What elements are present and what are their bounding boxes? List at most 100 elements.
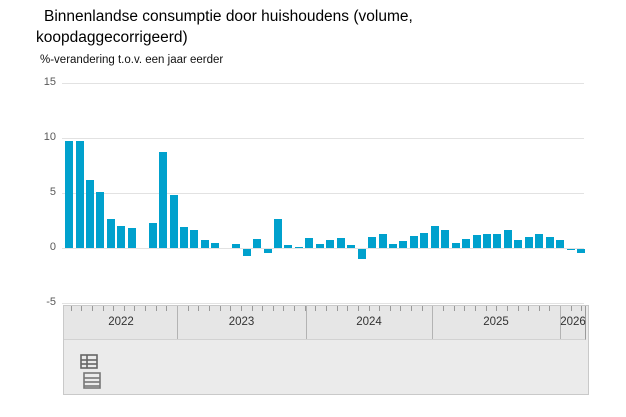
bar[interactable] — [347, 244, 356, 248]
month-tick — [208, 306, 210, 311]
bar[interactable] — [483, 233, 491, 248]
month-tick — [326, 306, 327, 311]
chart-title-line1: Binnenlandse consumptie door huishoudens… — [44, 8, 413, 25]
bar[interactable] — [85, 179, 94, 248]
month-tick — [379, 306, 381, 311]
bar[interactable] — [462, 239, 471, 248]
y-axis-label: -5 — [46, 296, 56, 308]
bar[interactable] — [315, 243, 324, 248]
bar[interactable] — [472, 234, 481, 248]
bar[interactable] — [514, 240, 523, 248]
month-tick — [517, 306, 519, 311]
month-tick — [198, 306, 200, 311]
bar[interactable] — [305, 238, 314, 248]
table-view-icon — [80, 354, 101, 389]
bar[interactable] — [503, 230, 512, 248]
year-tick — [177, 306, 178, 339]
bar[interactable] — [535, 233, 544, 248]
y-axis-label: 10 — [43, 131, 56, 143]
chart-subtitle: %-verandering t.o.v. een jaar eerder — [40, 54, 224, 66]
bar[interactable] — [399, 241, 408, 248]
bar[interactable] — [336, 238, 345, 248]
month-tick — [123, 306, 125, 311]
navigator-year-label: 2023 — [228, 316, 255, 328]
bar[interactable] — [357, 249, 366, 259]
table-toggle-button[interactable] — [78, 352, 104, 392]
month-tick — [368, 306, 370, 311]
month-tick — [219, 306, 221, 311]
bar[interactable] — [294, 246, 303, 248]
bar[interactable] — [274, 219, 282, 248]
month-tick — [91, 306, 93, 311]
year-tick — [560, 306, 561, 339]
bar[interactable] — [106, 219, 115, 248]
bar[interactable] — [556, 240, 565, 248]
bar[interactable] — [117, 226, 126, 248]
month-tick — [347, 306, 349, 311]
month-tick — [485, 306, 487, 311]
month-tick — [187, 306, 189, 311]
month-tick — [389, 306, 391, 311]
month-tick — [496, 306, 498, 311]
bar[interactable] — [65, 141, 73, 248]
bar[interactable] — [378, 233, 387, 248]
y-axis-label: 5 — [49, 186, 56, 198]
bar[interactable] — [566, 249, 575, 251]
bar[interactable] — [253, 239, 262, 248]
month-tick — [464, 306, 466, 311]
gridline-y0 — [62, 248, 584, 249]
month-tick — [528, 306, 530, 311]
navigator-year-label: 2024 — [356, 316, 382, 328]
bar[interactable] — [75, 141, 84, 248]
bar[interactable] — [242, 249, 251, 256]
month-tick — [262, 306, 264, 311]
bar[interactable] — [409, 235, 418, 248]
year-tick — [432, 306, 433, 339]
bar[interactable] — [263, 249, 272, 254]
navigator-year-label: 2026 — [560, 316, 586, 328]
bar[interactable] — [179, 227, 188, 248]
bar[interactable] — [451, 242, 460, 248]
bar[interactable] — [211, 242, 220, 248]
month-tick — [134, 306, 136, 311]
bar[interactable] — [200, 240, 209, 248]
bar[interactable] — [190, 230, 199, 248]
month-tick — [315, 306, 317, 311]
month-tick — [155, 306, 157, 311]
month-tick — [166, 306, 168, 311]
month-tick — [443, 306, 444, 311]
bar[interactable] — [430, 226, 439, 248]
month-tick — [474, 306, 476, 311]
month-tick — [570, 306, 572, 311]
bar[interactable] — [368, 237, 376, 248]
month-tick — [538, 306, 540, 311]
y-axis-label: 0 — [49, 241, 56, 253]
bar[interactable] — [159, 152, 168, 248]
year-tick — [306, 306, 307, 339]
range-navigator[interactable]: 2022 2023 2024 2025 2026 — [64, 306, 586, 340]
bar[interactable] — [441, 230, 450, 248]
bar[interactable] — [577, 249, 585, 254]
bar[interactable] — [326, 240, 335, 248]
gridline-y-5 — [62, 303, 584, 304]
navigator-year-label: 2022 — [108, 316, 134, 328]
month-tick — [283, 306, 285, 311]
bar[interactable] — [96, 191, 105, 248]
bar[interactable] — [148, 222, 157, 248]
bar[interactable] — [284, 244, 293, 248]
bar[interactable] — [545, 237, 554, 248]
month-tick — [549, 306, 551, 311]
bar[interactable] — [524, 237, 533, 248]
bar[interactable] — [232, 243, 241, 248]
gridline-y5 — [62, 193, 584, 194]
chart-title-line2: koopdaggecorrigeerd) — [36, 29, 188, 46]
bar[interactable] — [388, 243, 397, 248]
navigator-panel: 2022 2023 2024 2025 2026 — [63, 305, 589, 395]
month-tick — [304, 306, 306, 311]
bar[interactable] — [493, 233, 502, 248]
bar[interactable] — [420, 232, 429, 248]
month-tick — [81, 306, 83, 311]
bar[interactable] — [169, 195, 178, 248]
bar[interactable] — [127, 228, 136, 248]
